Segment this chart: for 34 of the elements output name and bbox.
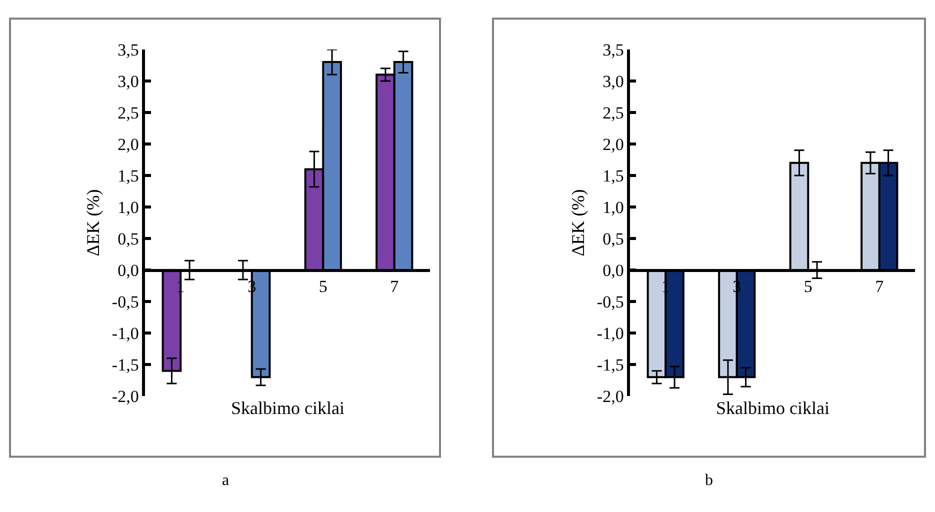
text: b xyxy=(705,472,713,489)
y-tick-label: -0,5 xyxy=(112,292,139,312)
y-tick-label: 0,0 xyxy=(118,260,139,280)
y-tick-label: 1,5 xyxy=(602,166,624,186)
y-tick-label: 0,5 xyxy=(602,229,624,248)
y-tick-label: 1,0 xyxy=(602,198,624,217)
x-axis-title: Skalbimo ciklai xyxy=(231,398,344,418)
x-tick-label: 5 xyxy=(804,277,812,296)
y-tick-label: 2,0 xyxy=(602,134,624,154)
x-axis-title: Skalbimo ciklai xyxy=(716,398,830,418)
y-tick-label: -0,5 xyxy=(596,292,624,312)
y-tick-label: 0,0 xyxy=(602,260,624,280)
y-tick-label: 1,5 xyxy=(118,166,139,186)
y-tick-label: 2,5 xyxy=(118,103,139,122)
y-tick-label: 3,5 xyxy=(118,40,139,60)
y-axis-title: ΔEK (%) xyxy=(568,189,588,256)
y-axis-title: ΔEK (%) xyxy=(83,189,104,256)
y-tick-label: 0,5 xyxy=(118,229,139,248)
y-tick-label: 3,5 xyxy=(602,40,624,60)
x-tick-label: 7 xyxy=(390,277,400,296)
y-tick-label: 1,0 xyxy=(118,198,139,217)
x-tick-label: 7 xyxy=(875,277,884,296)
text: a xyxy=(222,472,230,489)
y-tick-label: -1,0 xyxy=(596,324,624,344)
y-tick-label: 2,0 xyxy=(118,134,139,154)
y-tick-label: -1,5 xyxy=(112,356,139,375)
y-tick-label: -2,0 xyxy=(112,387,139,406)
y-tick-label: 3,0 xyxy=(602,72,624,91)
x-tick-label: 5 xyxy=(318,277,328,296)
y-tick-label: -1,5 xyxy=(596,356,624,375)
y-tick-label: -1,0 xyxy=(112,324,139,344)
y-tick-label: 2,5 xyxy=(602,103,624,122)
y-tick-label: -2,0 xyxy=(596,387,624,406)
y-tick-label: 3,0 xyxy=(118,72,139,91)
